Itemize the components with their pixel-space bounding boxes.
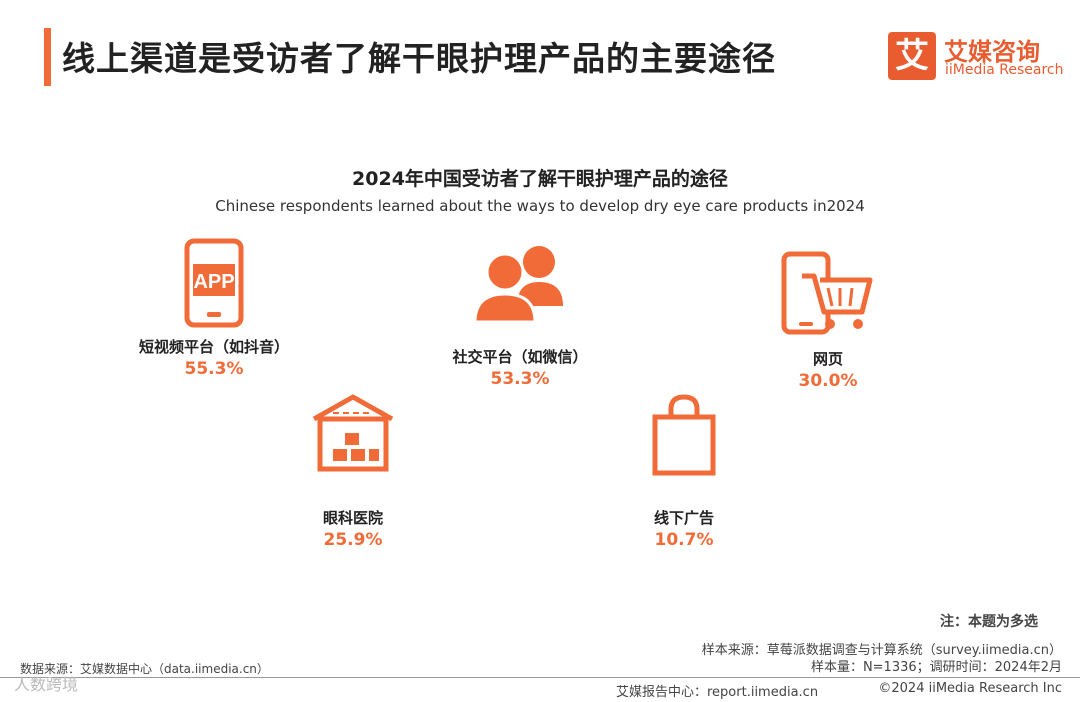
sample-source: 样本来源：草莓派数据调查与计算系统（survey.iimedia.cn） [701,643,1062,658]
logo-en-text: iiMedia Research [945,62,1064,78]
channel-value: 55.3% [184,359,244,379]
footer-report-center: 艾媒报告中心：report.iimedia.cn [616,685,819,700]
title-accent-bar [44,28,51,86]
logo-cn-text: 艾媒咨询 [944,38,1040,66]
sample-size: 样本量：N=1336；调研时间：2024年2月 [810,660,1062,675]
chart-subtitle: Chinese respondents learned about the wa… [215,197,865,215]
channel-value: 53.3% [490,369,550,389]
footer-copyright: ©2024 iiMedia Research Inc [878,681,1062,696]
warehouse-icon [312,394,394,472]
channel-value: 10.7% [654,530,714,550]
app-phone-icon: APP [184,238,244,328]
people-icon [473,246,563,324]
channel-item-social: 社交平台（如微信） 53.3% [410,244,630,389]
channel-item-eye-hospital: 眼科医院 25.9% [243,393,463,550]
watermark: 人数跨境 [14,675,79,694]
channel-label: 社交平台（如微信） [452,348,588,366]
channel-item-web: 网页 30.0% [718,250,938,391]
shopping-bag-icon [652,394,716,476]
channel-item-short-video: APP 短视频平台（如抖音） 55.3% [104,238,324,379]
channel-label: 线下广告 [653,509,714,527]
svg-text:APP: APP [193,271,234,293]
channel-value: 25.9% [323,530,383,550]
channel-item-offline-ads: 线下广告 10.7% [574,393,794,550]
channel-label: 短视频平台（如抖音） [138,338,289,356]
footer-divider [0,677,1080,678]
multi-select-note: 注：本题为多选 [940,614,1038,630]
iimedia-logo: 艾 艾媒咨询 iiMedia Research [888,32,1068,82]
page-title: 线上渠道是受访者了解干眼护理产品的主要途径 [62,39,776,78]
channel-value: 30.0% [798,371,858,391]
data-source: 数据来源：艾媒数据中心（data.iimedia.cn） [20,662,269,676]
channel-label: 网页 [812,350,843,368]
chart-title: 2024年中国受访者了解干眼护理产品的途径 [352,168,728,190]
logo-mark: 艾 [888,32,936,80]
mobile-cart-icon [781,251,873,335]
channel-label: 眼科医院 [322,509,383,527]
